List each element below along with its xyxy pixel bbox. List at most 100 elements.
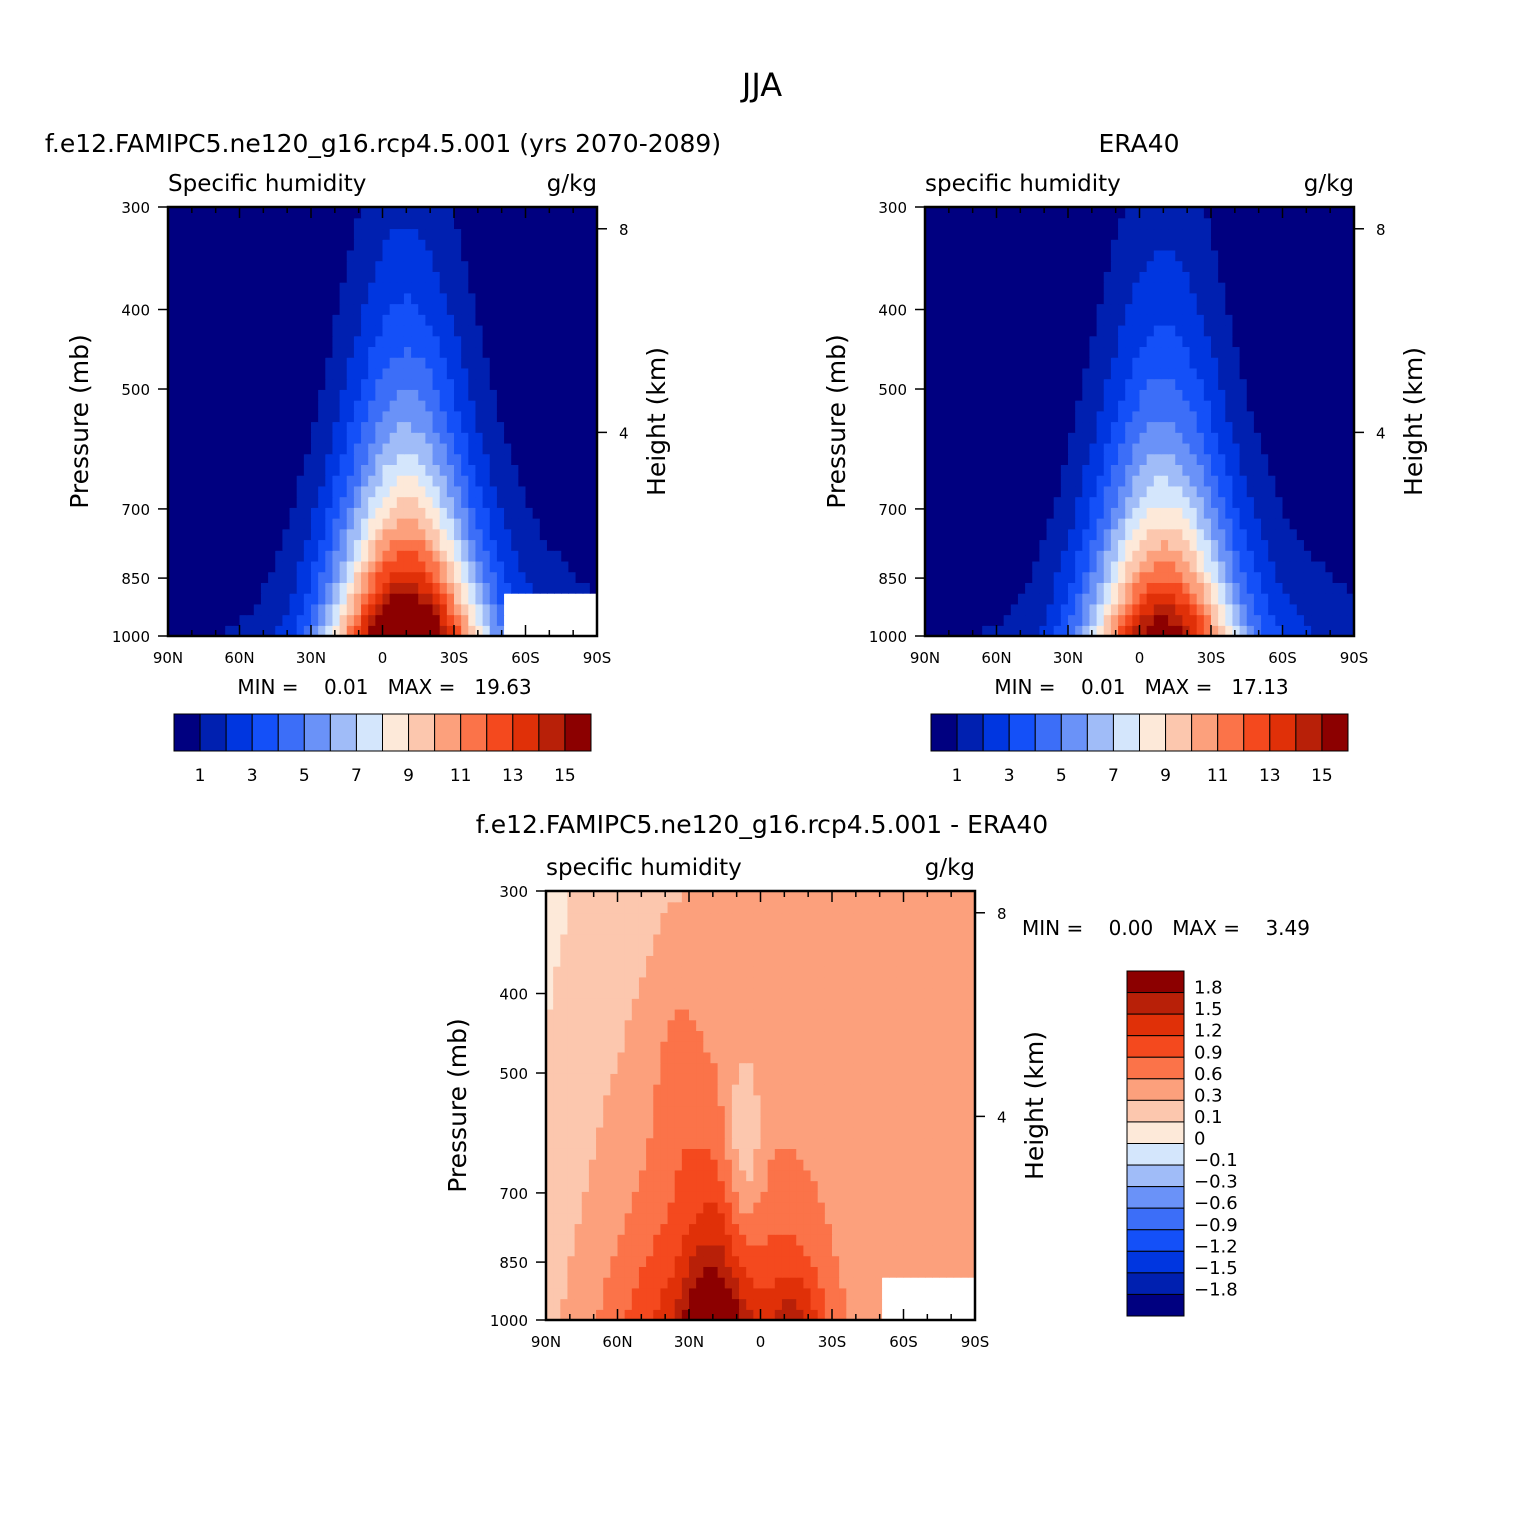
contour-cell <box>182 582 191 594</box>
contour-cell <box>196 496 205 508</box>
contour-cell <box>1289 464 1298 476</box>
contour-cell <box>396 410 405 423</box>
contour-cell <box>454 464 462 476</box>
contour-cell <box>554 560 562 573</box>
contour-cell <box>589 582 598 594</box>
contour-cell <box>1082 614 1091 626</box>
contour-cell <box>446 292 455 305</box>
contour-cell <box>1118 303 1126 315</box>
contour-cell <box>411 528 419 541</box>
contour-cell <box>982 335 990 348</box>
height-tick-label: 4 <box>619 424 629 442</box>
contour-cell <box>382 335 391 348</box>
contour-cell <box>439 314 448 326</box>
contour-cell <box>589 400 598 412</box>
contour-cell <box>361 453 369 465</box>
contour-cell <box>382 389 391 401</box>
contour-cell <box>332 378 341 390</box>
contour-cell <box>489 614 498 626</box>
contour-cell <box>482 260 491 272</box>
contour-cell <box>560 1309 569 1321</box>
contour-cell <box>1318 207 1326 219</box>
contour-cell <box>1175 217 1183 230</box>
contour-cell <box>439 228 448 240</box>
contour-cell <box>1089 550 1098 562</box>
contour-cell <box>361 571 369 583</box>
contour-cell <box>332 239 341 251</box>
contour-cell <box>1153 335 1162 348</box>
contour-cell <box>353 518 362 530</box>
contour-cell <box>1218 207 1226 219</box>
contour-cell <box>339 603 348 616</box>
contour-cell <box>1082 442 1091 455</box>
contour-cell <box>1068 475 1076 487</box>
contour-cell <box>232 421 241 433</box>
contour-cell <box>296 485 305 498</box>
contour-cell <box>275 249 283 262</box>
contour-cell <box>967 346 976 358</box>
contour-cell <box>1139 303 1148 315</box>
contour-cell <box>196 571 205 583</box>
contour-cell <box>289 550 298 562</box>
contour-cell <box>1139 400 1148 412</box>
contour-cell <box>989 324 998 337</box>
contour-cell <box>1139 228 1148 240</box>
contour-cell <box>303 464 312 476</box>
contour-cell <box>925 346 933 358</box>
contour-cell <box>989 228 998 240</box>
contour-cell <box>975 464 983 476</box>
contour-cell <box>511 582 519 594</box>
contour-cell <box>1311 453 1319 465</box>
contour-cell <box>1075 571 1083 583</box>
contour-cell <box>575 571 584 583</box>
contour-cell <box>546 346 555 358</box>
contour-cell <box>411 282 419 294</box>
contour-cell <box>568 335 577 348</box>
contour-cell <box>1253 314 1262 326</box>
contour-cell <box>1182 507 1191 519</box>
contour-cell <box>1196 571 1205 583</box>
contour-cell <box>1110 228 1119 240</box>
contour-cell <box>975 603 983 616</box>
contour-cell <box>1110 389 1119 401</box>
contour-cell <box>1118 335 1126 348</box>
contour-cell <box>1196 410 1205 423</box>
contour-cell <box>511 303 519 315</box>
contour-cell <box>246 303 255 315</box>
contour-cell <box>1168 367 1176 380</box>
contour-cell <box>168 442 176 455</box>
contour-cell <box>325 475 334 487</box>
contour-cell <box>1146 292 1155 305</box>
contour-cell <box>1261 464 1269 476</box>
contour-cell <box>575 625 584 637</box>
stats-label: MIN = 0.01 MAX = 17.13 <box>994 675 1288 699</box>
contour-cell <box>561 239 569 251</box>
contour-cell <box>246 357 255 369</box>
contour-cell <box>967 421 976 433</box>
contour-cell <box>1203 625 1212 637</box>
contour-cell <box>225 539 233 551</box>
contour-cell <box>268 475 276 487</box>
contour-cell <box>1232 560 1241 573</box>
contour-cell <box>468 239 477 251</box>
contour-cell <box>525 207 534 219</box>
contour-cell <box>1175 442 1183 455</box>
contour-cell <box>396 303 405 315</box>
contour-cell <box>311 346 319 358</box>
contour-cell <box>168 217 176 230</box>
contour-cell <box>561 303 569 315</box>
contour-cell <box>967 518 976 530</box>
contour-cell <box>539 249 548 262</box>
contour-cell <box>432 560 441 573</box>
contour-cell <box>1311 593 1319 605</box>
contour-cell <box>1339 453 1348 465</box>
contour-cell <box>403 625 412 637</box>
contour-cell <box>568 228 577 240</box>
colorbar-swatch <box>251 713 279 752</box>
contour-cell <box>246 249 255 262</box>
contour-cell <box>1039 410 1048 423</box>
contour-cell <box>1203 464 1212 476</box>
contour-cell <box>182 389 191 401</box>
contour-cell <box>567 1309 576 1321</box>
contour-cell <box>975 496 983 508</box>
